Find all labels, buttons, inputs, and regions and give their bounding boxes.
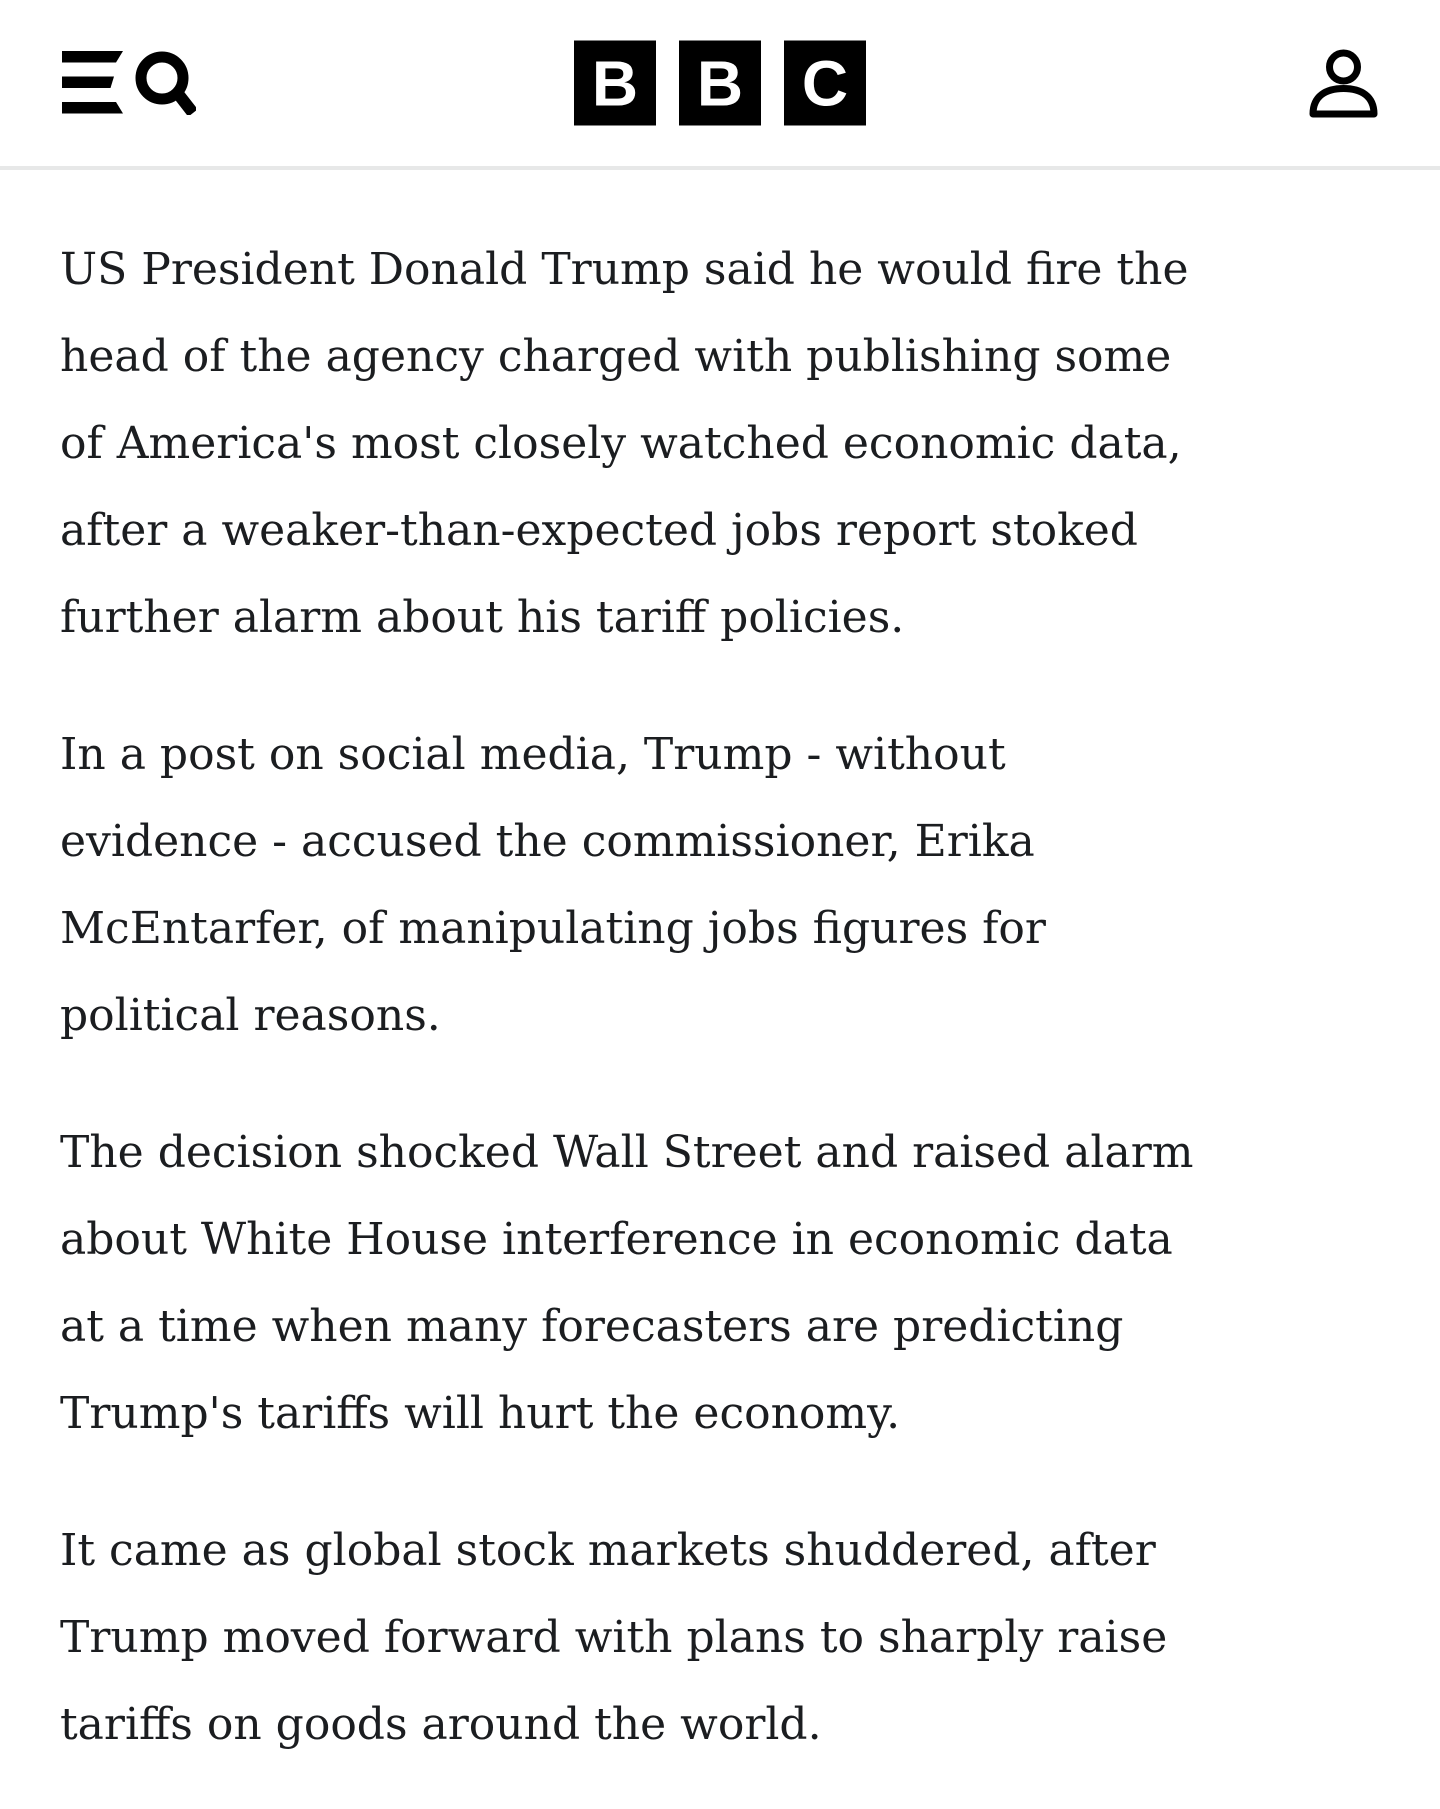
logo-block-b2: B [679, 40, 761, 126]
account-button[interactable] [1308, 48, 1380, 119]
menu-search-button[interactable] [62, 51, 196, 115]
article-body: US President Donald Trump said he would … [0, 170, 1440, 1768]
top-navigation-bar: B B C [0, 0, 1440, 170]
article-paragraph-4: It came as global stock markets shuddere… [60, 1525, 1168, 1750]
person-icon [1309, 49, 1378, 117]
article-paragraph-3: The decision shocked Wall Street and rai… [60, 1127, 1194, 1439]
logo-block-b1: B [574, 40, 656, 126]
bbc-logo[interactable]: B B C [574, 40, 866, 126]
logo-block-c: C [784, 40, 866, 126]
article-paragraph-1: US President Donald Trump said he would … [60, 244, 1189, 643]
menu-search-icon [62, 51, 196, 115]
article-paragraph-2: In a post on social media, Trump - witho… [60, 729, 1046, 1041]
